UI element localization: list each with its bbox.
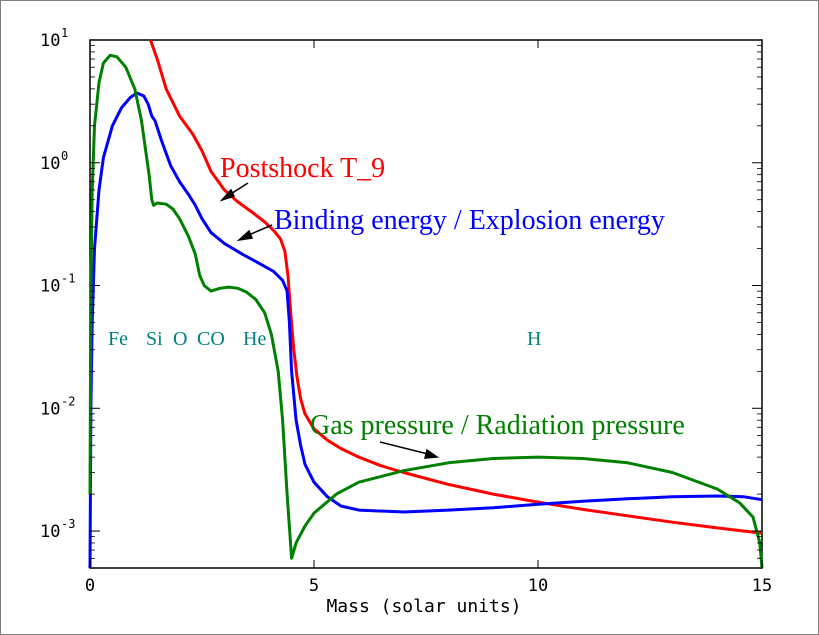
annotation-binding-energy: Binding energy / Explosion energy: [274, 205, 665, 236]
y-tick-label-exponent: 1: [61, 26, 68, 40]
plot-area: [89, 39, 763, 569]
arrow-gas-pressure: [379, 441, 433, 456]
y-tick-label-exponent: 0: [61, 149, 68, 163]
x-tick-label: 15: [752, 576, 772, 596]
layer-label-co: CO: [197, 328, 225, 350]
arrow-postshock-t9-head: [219, 188, 236, 202]
x-tick-label: 0: [85, 576, 95, 596]
y-tick-label-exponent: -1: [61, 272, 75, 286]
y-tick-label-exponent: -2: [61, 394, 75, 408]
arrow-binding-energy-head: [236, 229, 254, 242]
layer-label-fe: Fe: [108, 328, 128, 350]
arrow-gas-pressure-head: [424, 448, 440, 459]
annotation-postshock-t9: Postshock T_9: [220, 153, 385, 184]
y-tick-label-base: 10: [40, 399, 60, 419]
series-line-2: [88, 53, 764, 569]
layer-label-o: O: [173, 328, 187, 350]
y-tick-label-base: 10: [40, 154, 60, 174]
x-tick-label: 10: [528, 576, 548, 596]
layer-label-he: He: [243, 328, 266, 350]
annotation-gas-pressure: Gas pressure / Radiation pressure: [310, 410, 685, 441]
y-tick-label-exponent: -3: [61, 517, 75, 531]
layer-label-h: H: [527, 328, 541, 350]
x-axis-label: Mass (solar units): [326, 596, 521, 617]
series-layer: [88, 39, 764, 569]
y-tick-label-base: 10: [40, 522, 60, 542]
series-line-1: [88, 91, 763, 569]
y-tick-label-base: 10: [40, 277, 60, 297]
layer-label-si: Si: [146, 328, 163, 350]
y-tick-label-base: 10: [40, 31, 60, 51]
series-line-0: [149, 39, 763, 535]
x-tick-label: 5: [309, 576, 319, 596]
